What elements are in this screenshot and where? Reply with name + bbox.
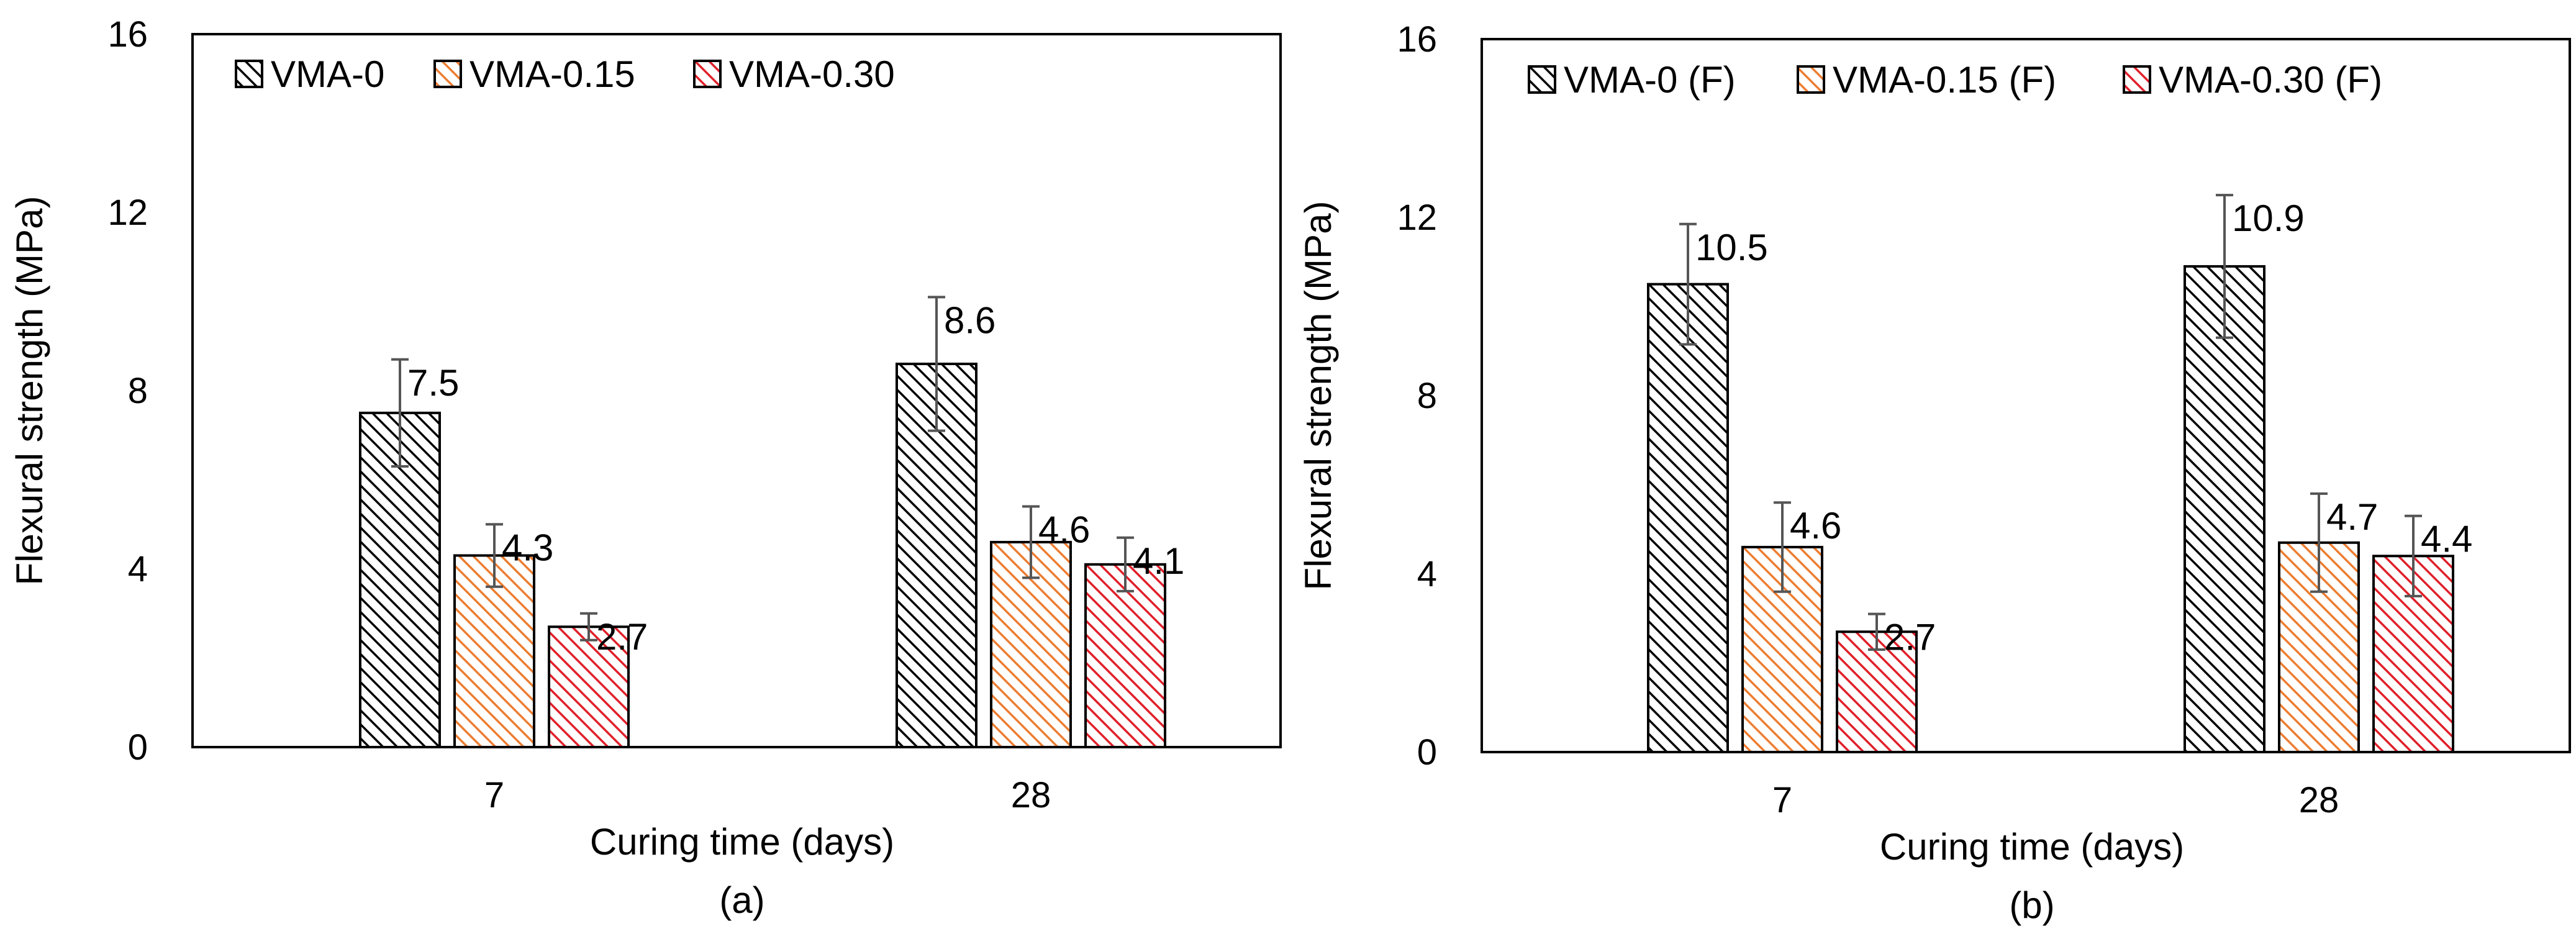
legend-label-vma-0-f: VMA-0 (F)	[1564, 59, 1736, 101]
y-tick-labels: 0 4 8 12 16	[1397, 19, 1437, 773]
data-label: 7.5	[407, 362, 459, 404]
data-labels: 10.5 4.6 2.7 10.9 4.7 4.4	[1695, 197, 2472, 658]
data-labels: 7.5 4.3 2.7 8.6 4.6 4.1	[407, 299, 1184, 657]
x-tick-labels: 7 28	[1772, 780, 2339, 820]
plot-frame	[191, 33, 1282, 748]
data-label: 2.7	[1884, 617, 1936, 658]
data-label: 4.6	[1038, 509, 1090, 551]
data-label: 10.9	[2232, 197, 2305, 239]
legend: VMA-0 VMA-0.15 VMA-0.30	[235, 53, 895, 95]
x-tick-label: 28	[1011, 775, 1051, 815]
legend-swatch-vma-0.30-f	[2123, 65, 2151, 94]
y-axis-title: Flexural strength (MPa)	[1297, 201, 1339, 591]
error-bars	[391, 296, 1134, 642]
bar	[990, 540, 1072, 748]
bars	[359, 362, 1166, 749]
y-tick-labels: 0 4 8 12 16	[107, 14, 148, 768]
chart-panel-b: Flexural strength (MPa) Curing time (day…	[1297, 19, 2571, 926]
data-label: 4.4	[2421, 519, 2472, 560]
bar	[2184, 265, 2265, 753]
legend-swatch-vma-0	[235, 60, 263, 88]
legend-swatch-vma-0.15	[433, 60, 462, 88]
y-tick-label: 4	[128, 549, 148, 589]
chart-panel-a: Flexural strength (MPa) Curing time (day…	[9, 14, 1282, 921]
legend-swatch-vma-0-f	[1528, 65, 1556, 94]
bar	[1084, 563, 1166, 748]
data-label: 10.5	[1695, 227, 1768, 268]
y-tick-label: 8	[128, 371, 148, 411]
y-tick-label: 0	[128, 727, 148, 768]
y-tick-label: 12	[1397, 197, 1437, 238]
bar	[1647, 283, 1729, 753]
y-tick-label: 8	[1417, 376, 1437, 416]
x-axis-title: Curing time (days)	[1880, 826, 2184, 868]
y-tick-label: 16	[1397, 19, 1437, 60]
panel-caption: (a)	[719, 879, 764, 921]
bar	[1836, 630, 1918, 754]
data-label: 8.6	[944, 299, 995, 341]
plot-frame	[1481, 38, 2571, 753]
y-tick-label: 16	[107, 14, 148, 55]
panel-caption: (b)	[2009, 884, 2054, 926]
legend-label-vma-0.15-f: VMA-0.15 (F)	[1833, 59, 2056, 101]
legend-label-vma-0.30-f: VMA-0.30 (F)	[2159, 59, 2382, 101]
x-tick-label: 7	[1772, 780, 1792, 820]
y-axis-title: Flexural strength (MPa)	[9, 196, 50, 586]
legend-swatch-vma-0.15-f	[1797, 65, 1825, 94]
data-label: 4.6	[1790, 505, 1841, 547]
x-tick-label: 28	[2299, 780, 2339, 820]
legend-label-vma-0: VMA-0	[271, 53, 384, 95]
data-label: 4.3	[502, 527, 553, 568]
x-axis-title: Curing time (days)	[590, 821, 894, 863]
data-label: 4.1	[1133, 540, 1184, 582]
x-tick-label: 7	[484, 775, 504, 815]
x-tick-labels: 7 28	[484, 775, 1051, 815]
legend-swatch-vma-0.30	[693, 60, 722, 88]
y-tick-label: 4	[1417, 554, 1437, 594]
legend-label-vma-0.15: VMA-0.15	[469, 53, 635, 95]
y-tick-label: 12	[107, 193, 148, 233]
legend-label-vma-0.30: VMA-0.30	[729, 53, 895, 95]
y-tick-label: 0	[1417, 732, 1437, 773]
legend: VMA-0 (F) VMA-0.15 (F) VMA-0.30 (F)	[1528, 59, 2382, 101]
data-label: 4.7	[2326, 496, 2378, 538]
data-label: 2.7	[596, 616, 648, 658]
error-bars	[1679, 194, 2422, 651]
